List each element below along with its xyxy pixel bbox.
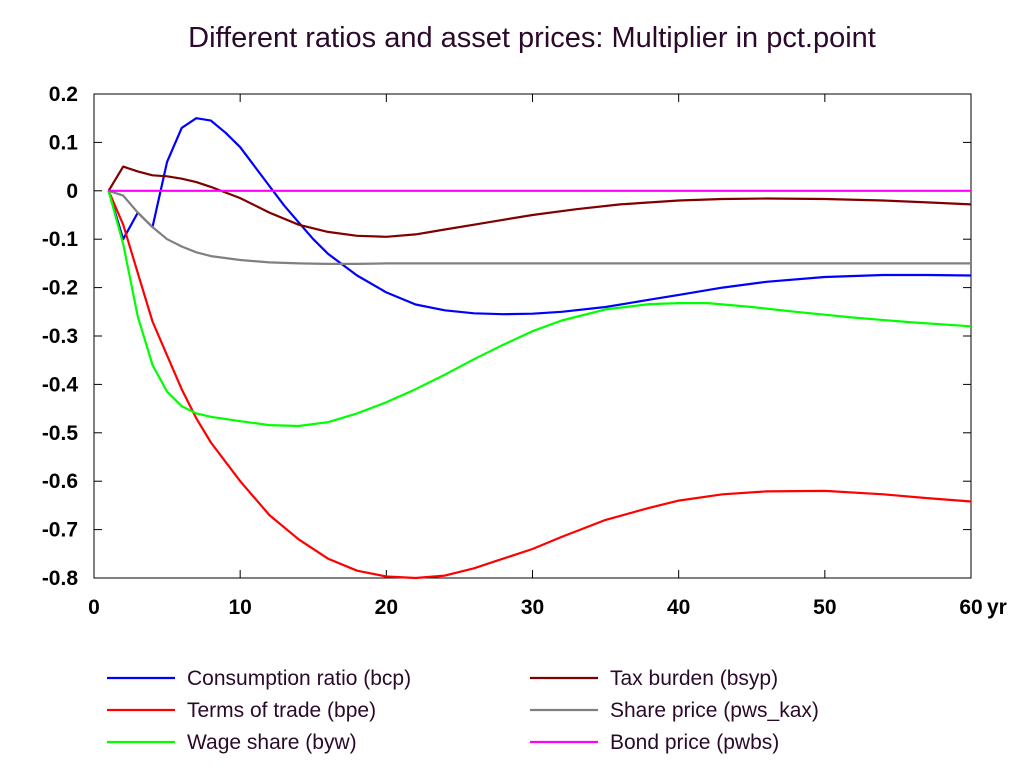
plot-frame: [93, 93, 972, 579]
legend-item: Terms of trade (bpe): [107, 699, 376, 722]
legend-label: Wage share (byw): [187, 731, 357, 754]
y-tick-label: -0.4: [42, 373, 79, 396]
x-axis: 0 10 20 30 40 50 60: [88, 94, 983, 619]
legend: Consumption ratio (bcp) Terms of trade (b…: [107, 667, 819, 754]
legend-label: Share price (pws_kax): [610, 699, 819, 722]
y-tick-label: -0.3: [42, 325, 78, 348]
y-axis: 0.2 0.1 0 -0.1 -0.2 -0.3 -0.4 -0.5 -0.6 -0.7 -0.8: [42, 83, 971, 590]
y-tick-label: -0.5: [42, 422, 79, 445]
y-tick-label: -0.8: [42, 567, 79, 590]
chart-title: Different ratios and asset prices: Multi…: [188, 22, 876, 54]
series-line-consumption-ratio-bcp: [107, 117, 972, 316]
legend-item: Bond price (pwbs): [530, 731, 779, 754]
x-tick-label: 50: [813, 596, 836, 619]
x-tick-label: 0: [88, 596, 100, 619]
legend-item: Wage share (byw): [107, 731, 357, 754]
y-tick-label: -0.6: [42, 470, 78, 493]
series-line-share-price-pws-kax: [108, 189, 971, 265]
legend-item: Share price (pws_kax): [530, 699, 819, 722]
x-tick-label: 60: [959, 596, 982, 619]
legend-label: Consumption ratio (bcp): [187, 667, 411, 690]
y-tick-label: -0.1: [42, 228, 79, 251]
legend-item: Tax burden (bsyp): [530, 667, 778, 690]
series-line-tax-burden-bsyp: [107, 165, 972, 238]
series-line-terms-of-trade-bpe: [107, 190, 972, 580]
x-tick-label: 30: [521, 596, 544, 619]
legend-label: Terms of trade (bpe): [187, 699, 376, 722]
y-tick-label: 0: [66, 180, 78, 203]
legend-label: Tax burden (bsyp): [610, 667, 778, 690]
x-tick-label: 10: [228, 596, 251, 619]
series-layer: [107, 117, 972, 580]
series-line-wage-share-byw: [107, 190, 972, 428]
y-tick-label: 0.1: [49, 131, 79, 154]
y-tick-label: -0.2: [42, 277, 78, 300]
legend-label: Bond price (pwbs): [610, 731, 779, 754]
x-tick-label: 20: [375, 596, 398, 619]
x-axis-unit-label: yr: [987, 596, 1007, 619]
x-tick-label: 40: [667, 596, 690, 619]
y-tick-label: -0.7: [42, 519, 78, 542]
y-tick-label: 0.2: [49, 83, 78, 106]
legend-item: Consumption ratio (bcp): [107, 667, 411, 690]
